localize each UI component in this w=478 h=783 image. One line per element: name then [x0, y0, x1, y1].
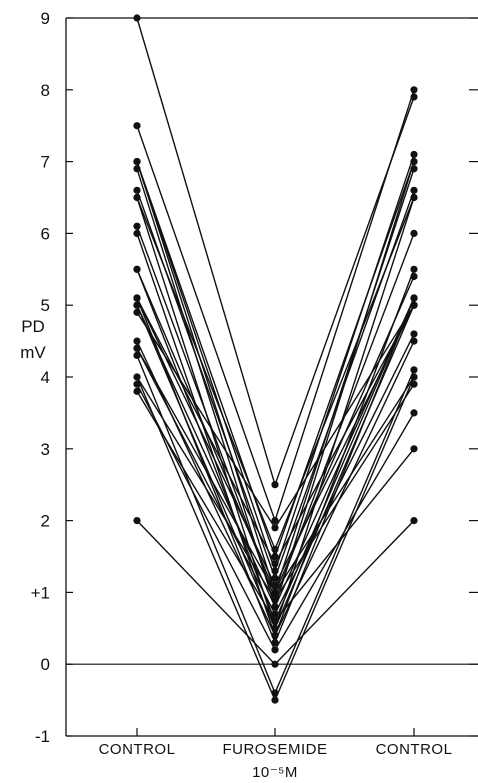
data-point-24-1 — [133, 351, 141, 360]
data-point-25-2 — [271, 595, 279, 604]
data-point-3-2 — [271, 517, 279, 525]
data-point-12-3 — [410, 265, 418, 273]
data-point-22-3 — [410, 330, 418, 338]
y-tick-label: 8 — [41, 81, 50, 100]
y-tick-label: 4 — [41, 368, 50, 387]
data-point-11-1 — [133, 222, 141, 230]
data-point-10-1 — [133, 193, 141, 202]
x-category-label-1: CONTROL — [99, 741, 176, 758]
data-point-17-3 — [410, 294, 418, 302]
data-point-12-1 — [133, 229, 141, 237]
data-point-2-1 — [133, 517, 141, 525]
data-point-3-1 — [133, 122, 141, 130]
data-point-6-3 — [410, 150, 418, 159]
data-point-21-2 — [271, 631, 279, 640]
data-point-6-1 — [133, 158, 141, 166]
y-axis-unit-label: mV — [20, 343, 46, 362]
data-point-20-3 — [410, 301, 418, 309]
y-tick-label: -1 — [35, 727, 50, 746]
data-point-13-3 — [410, 272, 418, 281]
y-tick-label: 2 — [41, 512, 50, 531]
data-point-24-3 — [410, 366, 418, 374]
data-point-15-2 — [271, 639, 279, 647]
data-point-6-2 — [271, 567, 279, 575]
data-point-11-3 — [410, 229, 418, 237]
data-point-21-1 — [133, 337, 141, 345]
y-tick-label: 6 — [41, 224, 50, 243]
data-point-28-3 — [410, 445, 418, 453]
data-point-27-3 — [410, 409, 418, 417]
data-point-7-3 — [410, 158, 418, 166]
data-point-24-2 — [271, 689, 279, 697]
series-line-1 — [136, 17, 415, 487]
y-tick-label: 9 — [41, 9, 50, 28]
data-point-26-2 — [271, 696, 279, 704]
data-point-18-2 — [271, 581, 279, 589]
data-point-5-3 — [410, 165, 418, 173]
data-point-28-2 — [271, 617, 279, 625]
data-point-1-2 — [271, 481, 279, 489]
data-point-27-1 — [133, 380, 141, 388]
data-point-14-1 — [133, 265, 141, 273]
data-point-8-1 — [133, 186, 141, 194]
data-point-16-2 — [271, 560, 279, 568]
x-category-sublabel-2: 10⁻⁵M — [252, 764, 298, 781]
data-point-28-1 — [133, 387, 141, 395]
data-point-21-3 — [410, 337, 418, 345]
data-point-20-2 — [271, 524, 279, 532]
y-tick-label: 0 — [41, 655, 50, 674]
data-point-19-1 — [133, 301, 141, 309]
y-tick-label: 3 — [41, 440, 50, 459]
data-point-22-2 — [271, 610, 279, 618]
data-point-8-3 — [410, 186, 418, 194]
data-point-3-3 — [410, 86, 418, 94]
y-tick-label: 5 — [41, 296, 50, 315]
data-point-27-2 — [271, 646, 279, 654]
data-point-25-3 — [410, 380, 418, 388]
data-point-20-1 — [133, 308, 141, 316]
data-point-10-2 — [271, 545, 279, 553]
y-axis-label: PD — [21, 317, 45, 336]
data-point-26-1 — [133, 373, 141, 381]
labels-group: PD mV CONTROL FUROSEMIDE CONTROL 10⁻⁵M — [20, 317, 452, 781]
y-tick-label: +1 — [31, 583, 50, 602]
data-point-17-2 — [271, 603, 279, 611]
data-point-10-3 — [410, 193, 418, 202]
data-point-19-2 — [271, 624, 279, 632]
series-points-group — [133, 14, 418, 704]
data-point-18-1 — [133, 294, 141, 302]
data-point-1-3 — [410, 93, 418, 101]
data-point-2-3 — [410, 517, 418, 525]
data-point-23-2 — [271, 588, 279, 597]
data-point-23-1 — [133, 344, 141, 352]
data-point-4-2 — [271, 552, 279, 561]
data-point-1-1 — [133, 14, 141, 22]
data-point-2-2 — [271, 660, 279, 668]
x-category-label-2: FUROSEMIDE — [222, 741, 327, 758]
y-tick-label: 7 — [41, 153, 50, 172]
data-point-8-2 — [271, 574, 279, 582]
data-point-26-3 — [410, 373, 418, 381]
data-point-7-1 — [133, 165, 141, 173]
x-category-label-3: CONTROL — [376, 741, 453, 758]
